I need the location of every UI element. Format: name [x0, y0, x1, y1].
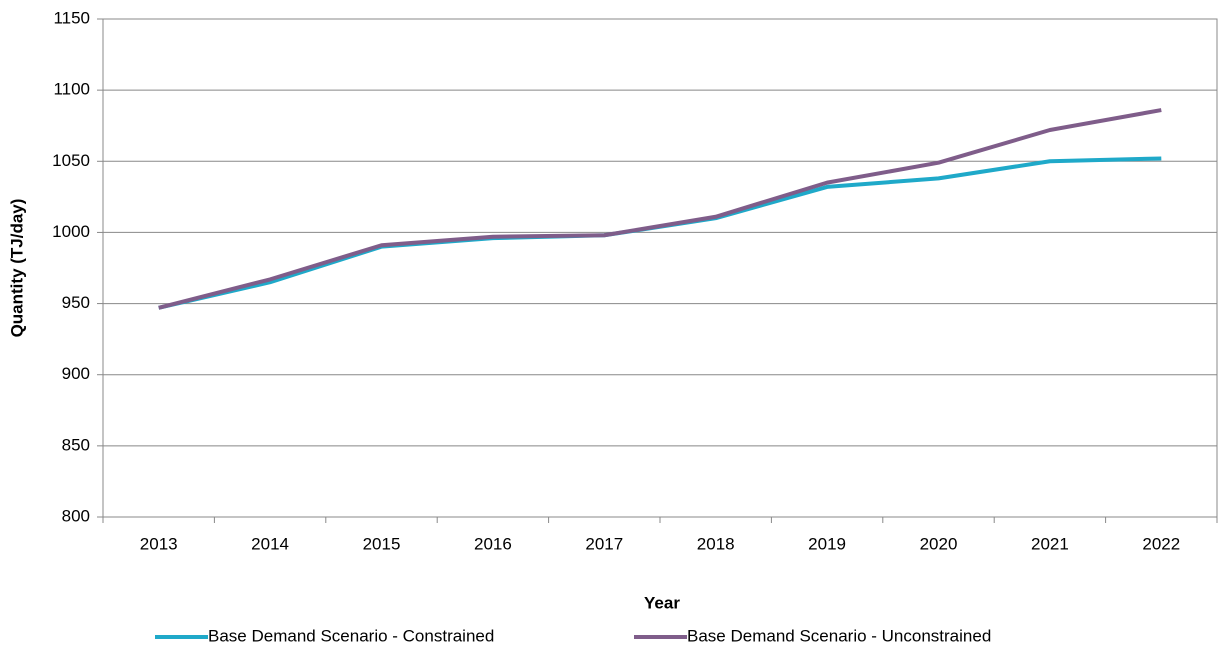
y-tick-label: 1050: [52, 151, 90, 170]
x-tick-label: 2018: [697, 534, 735, 553]
legend-label: Base Demand Scenario - Unconstrained: [687, 626, 991, 645]
series-line: [158, 156, 1162, 310]
y-tick-label: 1100: [53, 80, 90, 99]
y-tick-label: 950: [62, 293, 90, 312]
plot-border: [102, 18, 1218, 518]
y-tick-label: 900: [62, 364, 90, 383]
y-tick-label: 800: [62, 506, 90, 525]
x-tick-label: 2021: [1031, 534, 1069, 553]
series-line: [158, 108, 1162, 310]
legend-label: Base Demand Scenario - Constrained: [208, 626, 494, 645]
x-tick-label: 2017: [585, 534, 623, 553]
x-tick-label: 2016: [474, 534, 512, 553]
x-tick-label: 2013: [140, 534, 178, 553]
x-axis-title: Year: [644, 593, 680, 612]
y-tick-label: 1000: [52, 222, 90, 241]
y-tick-label: 1150: [53, 8, 90, 27]
y-tick-label: 850: [62, 435, 90, 454]
y-axis-title: Quantity (TJ/day): [7, 199, 26, 338]
x-tick-label: 2015: [363, 534, 401, 553]
x-tick-label: 2014: [251, 534, 289, 553]
x-tick-label: 2020: [920, 534, 958, 553]
x-tick-label: 2019: [808, 534, 846, 553]
x-tick-label: 2022: [1142, 534, 1180, 553]
